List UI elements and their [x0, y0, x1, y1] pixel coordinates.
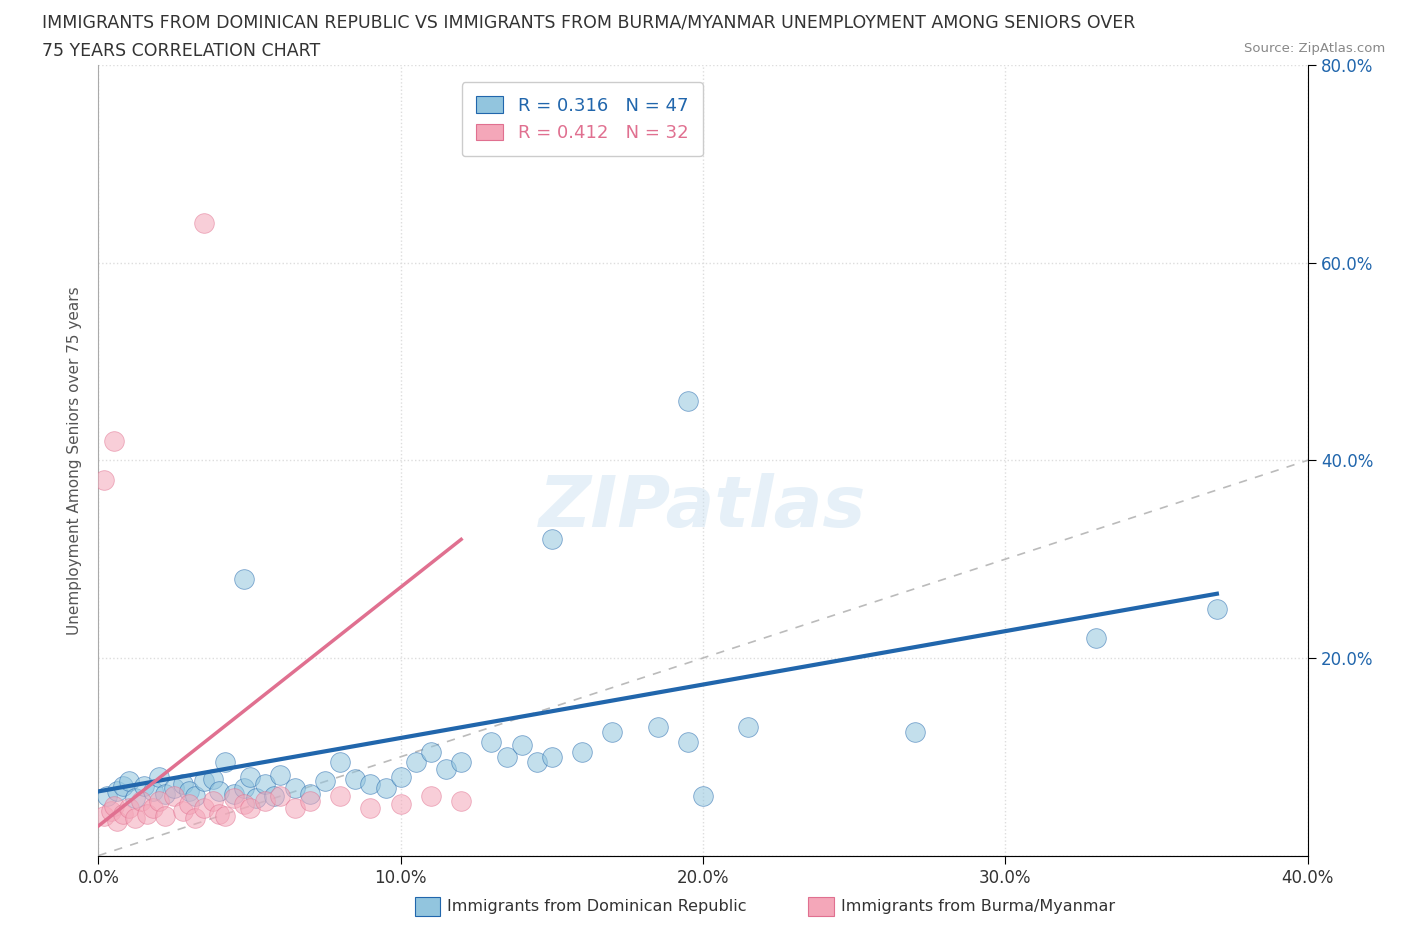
- Point: [232, 797, 254, 812]
- Point: [239, 769, 262, 784]
- Point: [389, 769, 412, 784]
- Text: Source: ZipAtlas.com: Source: ZipAtlas.com: [1244, 42, 1385, 55]
- Point: [193, 801, 215, 816]
- Point: [214, 754, 236, 769]
- Point: [153, 809, 176, 824]
- Point: [148, 769, 170, 784]
- Point: [179, 797, 201, 812]
- Point: [374, 781, 396, 796]
- Point: [269, 789, 291, 804]
- Y-axis label: Unemployment Among Seniors over 75 years: Unemployment Among Seniors over 75 years: [67, 286, 83, 634]
- Point: [329, 754, 352, 769]
- Point: [284, 781, 307, 796]
- Point: [540, 532, 562, 547]
- Point: [481, 735, 503, 750]
- Point: [163, 789, 186, 804]
- Point: [389, 797, 412, 812]
- Point: [284, 801, 307, 816]
- Point: [299, 787, 322, 802]
- Point: [526, 754, 548, 769]
- Text: IMMIGRANTS FROM DOMINICAN REPUBLIC VS IMMIGRANTS FROM BURMA/MYANMAR UNEMPLOYMENT: IMMIGRANTS FROM DOMINICAN REPUBLIC VS IM…: [42, 14, 1136, 32]
- Point: [135, 806, 157, 821]
- Point: [405, 754, 427, 769]
- Point: [571, 744, 593, 759]
- Point: [540, 750, 562, 764]
- Point: [676, 735, 699, 750]
- Point: [103, 799, 125, 814]
- Point: [253, 777, 276, 792]
- Point: [602, 724, 624, 739]
- Point: [142, 801, 165, 816]
- Point: [172, 804, 194, 818]
- Point: [111, 806, 134, 821]
- Point: [96, 789, 118, 804]
- Point: [118, 774, 141, 789]
- Point: [148, 794, 170, 809]
- Text: Immigrants from Burma/Myanmar: Immigrants from Burma/Myanmar: [841, 899, 1115, 914]
- Point: [193, 216, 215, 231]
- Point: [118, 801, 141, 816]
- Point: [692, 789, 714, 804]
- Point: [1206, 601, 1229, 616]
- Point: [420, 789, 443, 804]
- Point: [737, 720, 759, 735]
- Legend: R = 0.316   N = 47, R = 0.412   N = 32: R = 0.316 N = 47, R = 0.412 N = 32: [461, 82, 703, 156]
- Point: [299, 794, 322, 809]
- Point: [420, 744, 443, 759]
- Point: [208, 806, 231, 821]
- Point: [172, 777, 194, 792]
- Point: [184, 789, 207, 804]
- Point: [269, 767, 291, 782]
- Point: [450, 794, 472, 809]
- Point: [208, 784, 231, 799]
- Point: [132, 779, 155, 794]
- Point: [239, 801, 262, 816]
- Point: [253, 794, 276, 809]
- Point: [103, 433, 125, 448]
- Point: [360, 801, 382, 816]
- Point: [329, 789, 352, 804]
- Point: [263, 789, 285, 804]
- Text: Immigrants from Dominican Republic: Immigrants from Dominican Republic: [447, 899, 747, 914]
- Point: [232, 781, 254, 796]
- Point: [93, 472, 115, 487]
- Text: 75 YEARS CORRELATION CHART: 75 YEARS CORRELATION CHART: [42, 42, 321, 60]
- Point: [224, 790, 246, 805]
- Point: [510, 737, 533, 752]
- Point: [314, 774, 336, 789]
- Point: [232, 571, 254, 587]
- Point: [495, 750, 517, 764]
- Point: [202, 794, 225, 809]
- Point: [105, 784, 128, 799]
- Point: [647, 720, 669, 735]
- Point: [676, 393, 699, 408]
- Point: [214, 809, 236, 824]
- Point: [202, 771, 225, 786]
- Point: [111, 779, 134, 794]
- Point: [100, 804, 122, 818]
- Point: [360, 777, 382, 792]
- Point: [153, 787, 176, 802]
- Point: [105, 814, 128, 829]
- Point: [344, 771, 367, 786]
- Point: [224, 787, 246, 802]
- Point: [129, 794, 152, 809]
- Point: [179, 784, 201, 799]
- Point: [193, 774, 215, 789]
- Point: [904, 724, 927, 739]
- Point: [184, 811, 207, 826]
- Point: [142, 784, 165, 799]
- Point: [163, 781, 186, 796]
- Point: [434, 761, 457, 776]
- Point: [245, 790, 267, 805]
- Point: [450, 754, 472, 769]
- Text: ZIPatlas: ZIPatlas: [540, 473, 866, 542]
- Point: [1085, 631, 1108, 645]
- Point: [124, 790, 146, 805]
- Point: [93, 809, 115, 824]
- Point: [124, 811, 146, 826]
